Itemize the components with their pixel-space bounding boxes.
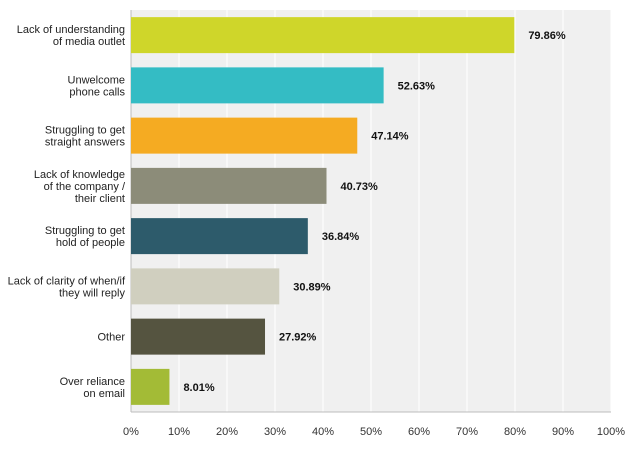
value-label: 79.86% (528, 30, 566, 42)
category-label: Over reliance on email (60, 376, 125, 400)
category-labels: Lack of understanding of media outlet Unwe… (8, 24, 126, 400)
value-label: 40.73% (341, 181, 379, 193)
bars (131, 17, 515, 405)
x-tick-label: 80% (504, 426, 526, 438)
x-tick-label: 10% (168, 426, 190, 438)
bar (131, 117, 358, 154)
bar (131, 218, 308, 255)
x-axis-ticks: 0% 10% 20% 30% 40% 50% 60% 70% 80% 90% 100% (123, 426, 625, 438)
x-tick-label: 70% (456, 426, 478, 438)
bar (131, 268, 280, 305)
bar (131, 67, 384, 104)
x-tick-label: 30% (264, 426, 286, 438)
value-labels: 79.86% 52.63% 47.14% 40.73% 36.84% 30.89% 27.9… (183, 30, 565, 394)
bar (131, 368, 170, 405)
category-label: Lack of knowledge of the company / their c… (34, 169, 126, 205)
value-label: 47.14% (371, 131, 409, 143)
category-label: Other (97, 332, 125, 344)
x-tick-label: 0% (123, 426, 139, 438)
category-label: Lack of understanding of media outlet (17, 24, 125, 48)
category-label: Unwelcome phone calls (68, 74, 126, 98)
x-tick-label: 40% (312, 426, 334, 438)
bar (131, 318, 266, 355)
x-tick-label: 100% (597, 426, 625, 438)
bar (131, 17, 515, 54)
value-label: 8.01% (183, 382, 214, 394)
value-label: 52.63% (398, 80, 436, 92)
category-label: Struggling to get straight answers (45, 125, 126, 149)
x-tick-label: 90% (552, 426, 574, 438)
x-tick-label: 60% (408, 426, 430, 438)
category-label: Struggling to get hold of people (45, 225, 125, 249)
x-tick-label: 50% (360, 426, 382, 438)
x-tick-label: 20% (216, 426, 238, 438)
value-label: 36.84% (322, 231, 360, 243)
value-label: 27.92% (279, 332, 317, 344)
value-label: 30.89% (293, 281, 331, 293)
category-label: Lack of clarity of when/if they will repl… (8, 275, 126, 299)
bar (131, 167, 327, 204)
